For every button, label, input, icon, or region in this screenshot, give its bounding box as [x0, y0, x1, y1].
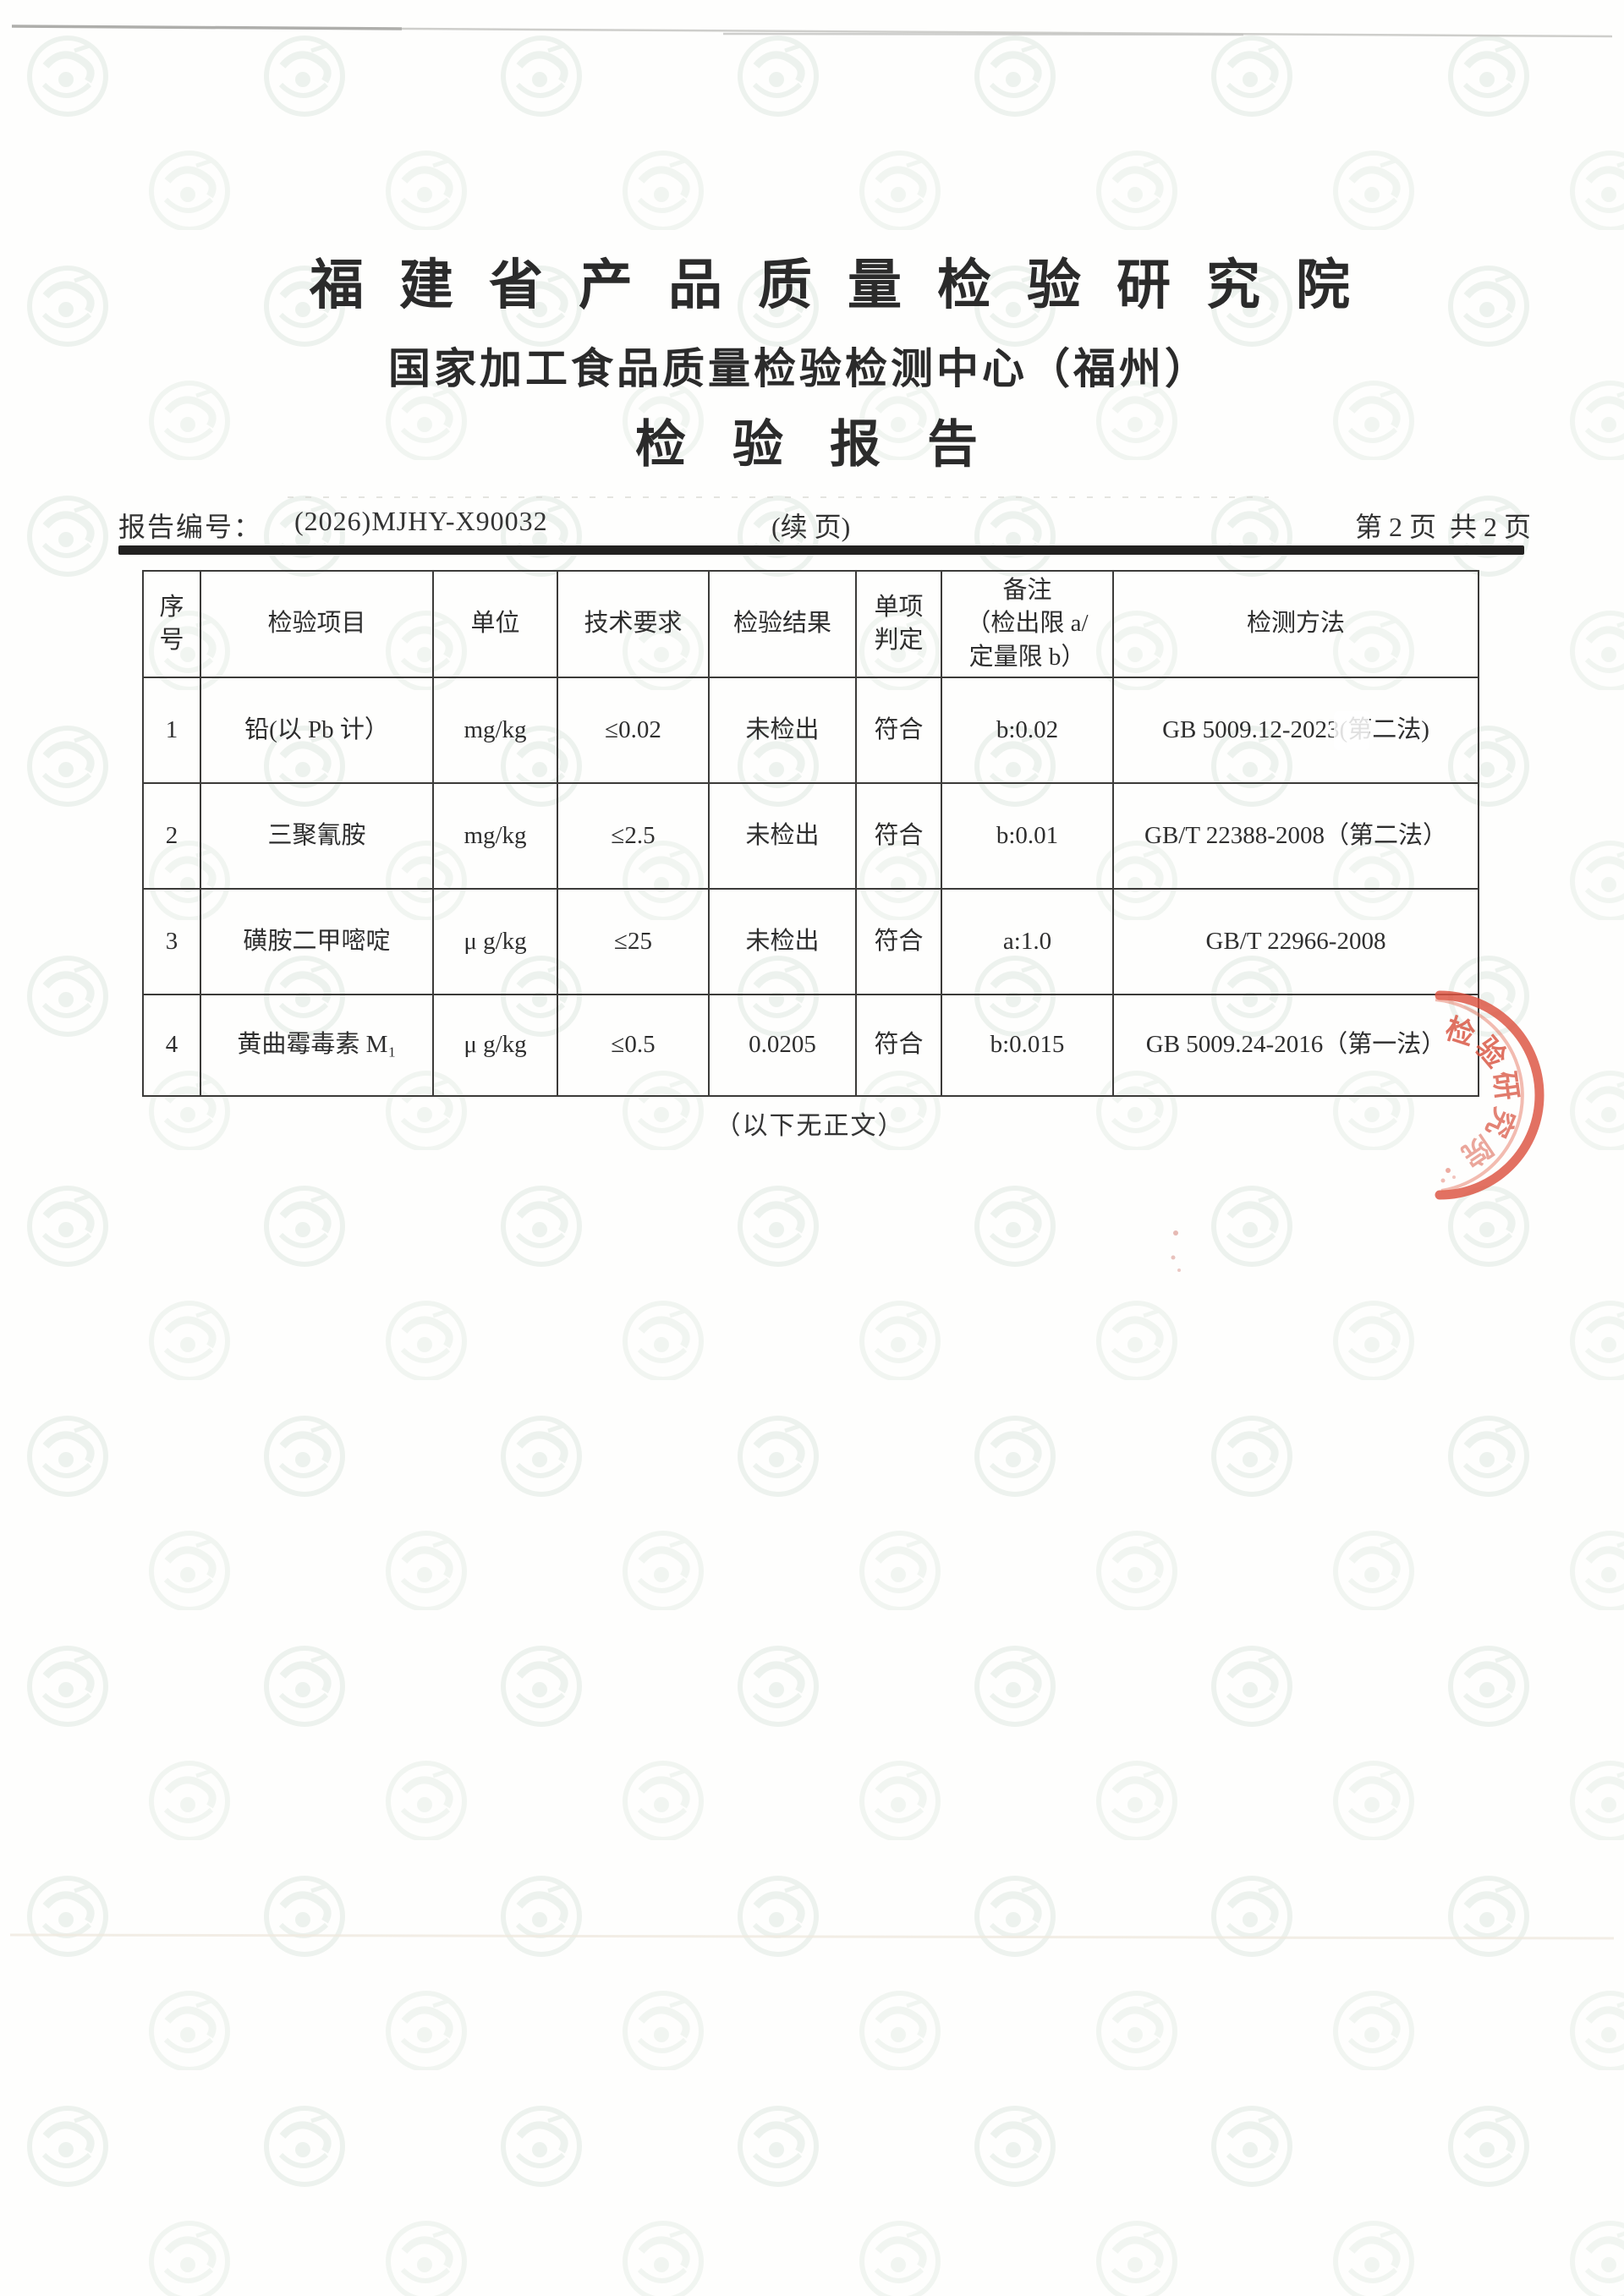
cell-requirement: ≤25 [557, 888, 710, 995]
cell-unit: μ g/kg [432, 994, 558, 1097]
stamp-char: 研 [1487, 1070, 1522, 1103]
cell-method: GB/T 22388-2008（第二法） [1112, 782, 1479, 890]
cell-remark: a:1.0 [941, 888, 1114, 995]
header-cell-requirement: 技术要求 [557, 570, 710, 678]
cell-requirement: ≤2.5 [557, 782, 710, 890]
header-cell-method: 检测方法 [1112, 570, 1479, 678]
cell-method: GB 5009.24-2016（第一法） [1112, 994, 1479, 1097]
report-no-value: (2026)MJHY-X90032 [294, 506, 548, 536]
cell-verdict: 符合 [855, 994, 942, 1097]
cell-remark: b:0.015 [941, 994, 1114, 1097]
cell-requirement: ≤0.5 [557, 994, 710, 1097]
table-row: 3 磺胺二甲嘧啶 μ g/kg ≤25 未检出 符合 a:1.0 GB/T 22… [142, 888, 1479, 995]
cell-result: 0.0205 [708, 994, 857, 1097]
cell-result: 未检出 [708, 888, 857, 995]
cell-method: GB 5009.12-2023(第二法) [1112, 677, 1479, 784]
cell-verdict: 符合 [855, 782, 942, 890]
cell-remark: b:0.01 [941, 782, 1114, 890]
cell-remark: b:0.02 [941, 677, 1114, 784]
cell-no: 3 [142, 888, 201, 995]
header-cell-remark: 备注 （检出限 a/ 定量限 b） [941, 570, 1114, 678]
divider-rule [118, 545, 1524, 555]
cell-no: 1 [142, 677, 201, 784]
stamp-char: 究 [1479, 1103, 1521, 1143]
cell-no: 4 [142, 994, 201, 1097]
cell-unit: μ g/kg [432, 888, 558, 995]
results-table: 序 号 检验项目 单位 技术要求 检验结果 单项 判定 备注 （检出限 a/ 定… [142, 570, 1479, 1097]
cell-method: GB/T 22966-2008 [1112, 888, 1479, 995]
end-of-text-note: （以下无正文） [715, 1112, 905, 1140]
cell-unit: mg/kg [432, 782, 558, 890]
report-meta-row: 报告编号： (2026)MJHY-X90032 (续 页) 第 2 页 共 2 … [0, 506, 1624, 542]
cell-item: 三聚氰胺 [200, 782, 434, 890]
scan-line-bottom [9, 1933, 1615, 1940]
continuation-note: (续 页) [771, 512, 851, 542]
cell-result: 未检出 [708, 677, 857, 784]
header-cell-no: 序 号 [142, 570, 201, 678]
table-row: 1 铅(以 Pb 计） mg/kg ≤0.02 未检出 符合 b:0.02 GB… [142, 677, 1479, 784]
cell-verdict: 符合 [855, 677, 942, 784]
table-row: 2 三聚氰胺 mg/kg ≤2.5 未检出 符合 b:0.01 GB/T 223… [142, 782, 1479, 890]
cell-item: 磺胺二甲嘧啶 [200, 888, 434, 995]
header-cell-result: 检验结果 [708, 570, 857, 678]
table-header-row: 序 号 检验项目 单位 技术要求 检验结果 单项 判定 备注 （检出限 a/ 定… [142, 570, 1479, 678]
report-no-label: 报告编号： [118, 512, 263, 542]
table-row: 4 黄曲霉毒素 M₁ μ g/kg ≤0.5 0.0205 符合 b:0.015… [142, 994, 1479, 1097]
header-cell-unit: 单位 [432, 570, 558, 678]
cell-no: 2 [142, 782, 201, 890]
cell-requirement: ≤0.02 [557, 677, 710, 784]
page-indicator: 第 2 页 共 2 页 [1354, 512, 1531, 542]
header-cell-item: 检验项目 [200, 570, 434, 678]
cell-item: 黄曲霉毒素 M₁ [200, 994, 434, 1097]
center-title: 国家加工食品质量检验检测中心（福州） [388, 345, 1210, 392]
cell-unit: mg/kg [432, 677, 558, 784]
cell-verdict: 符合 [855, 888, 942, 995]
header-cell-verdict: 单项 判定 [855, 570, 942, 678]
report-title: 检验报告 [635, 417, 1024, 473]
cell-result: 未检出 [708, 782, 857, 890]
cell-item: 铅(以 Pb 计） [200, 677, 434, 784]
scan-line-top [11, 25, 1613, 38]
institute-title: 福建省产品质量检验研究院 [310, 255, 1385, 315]
